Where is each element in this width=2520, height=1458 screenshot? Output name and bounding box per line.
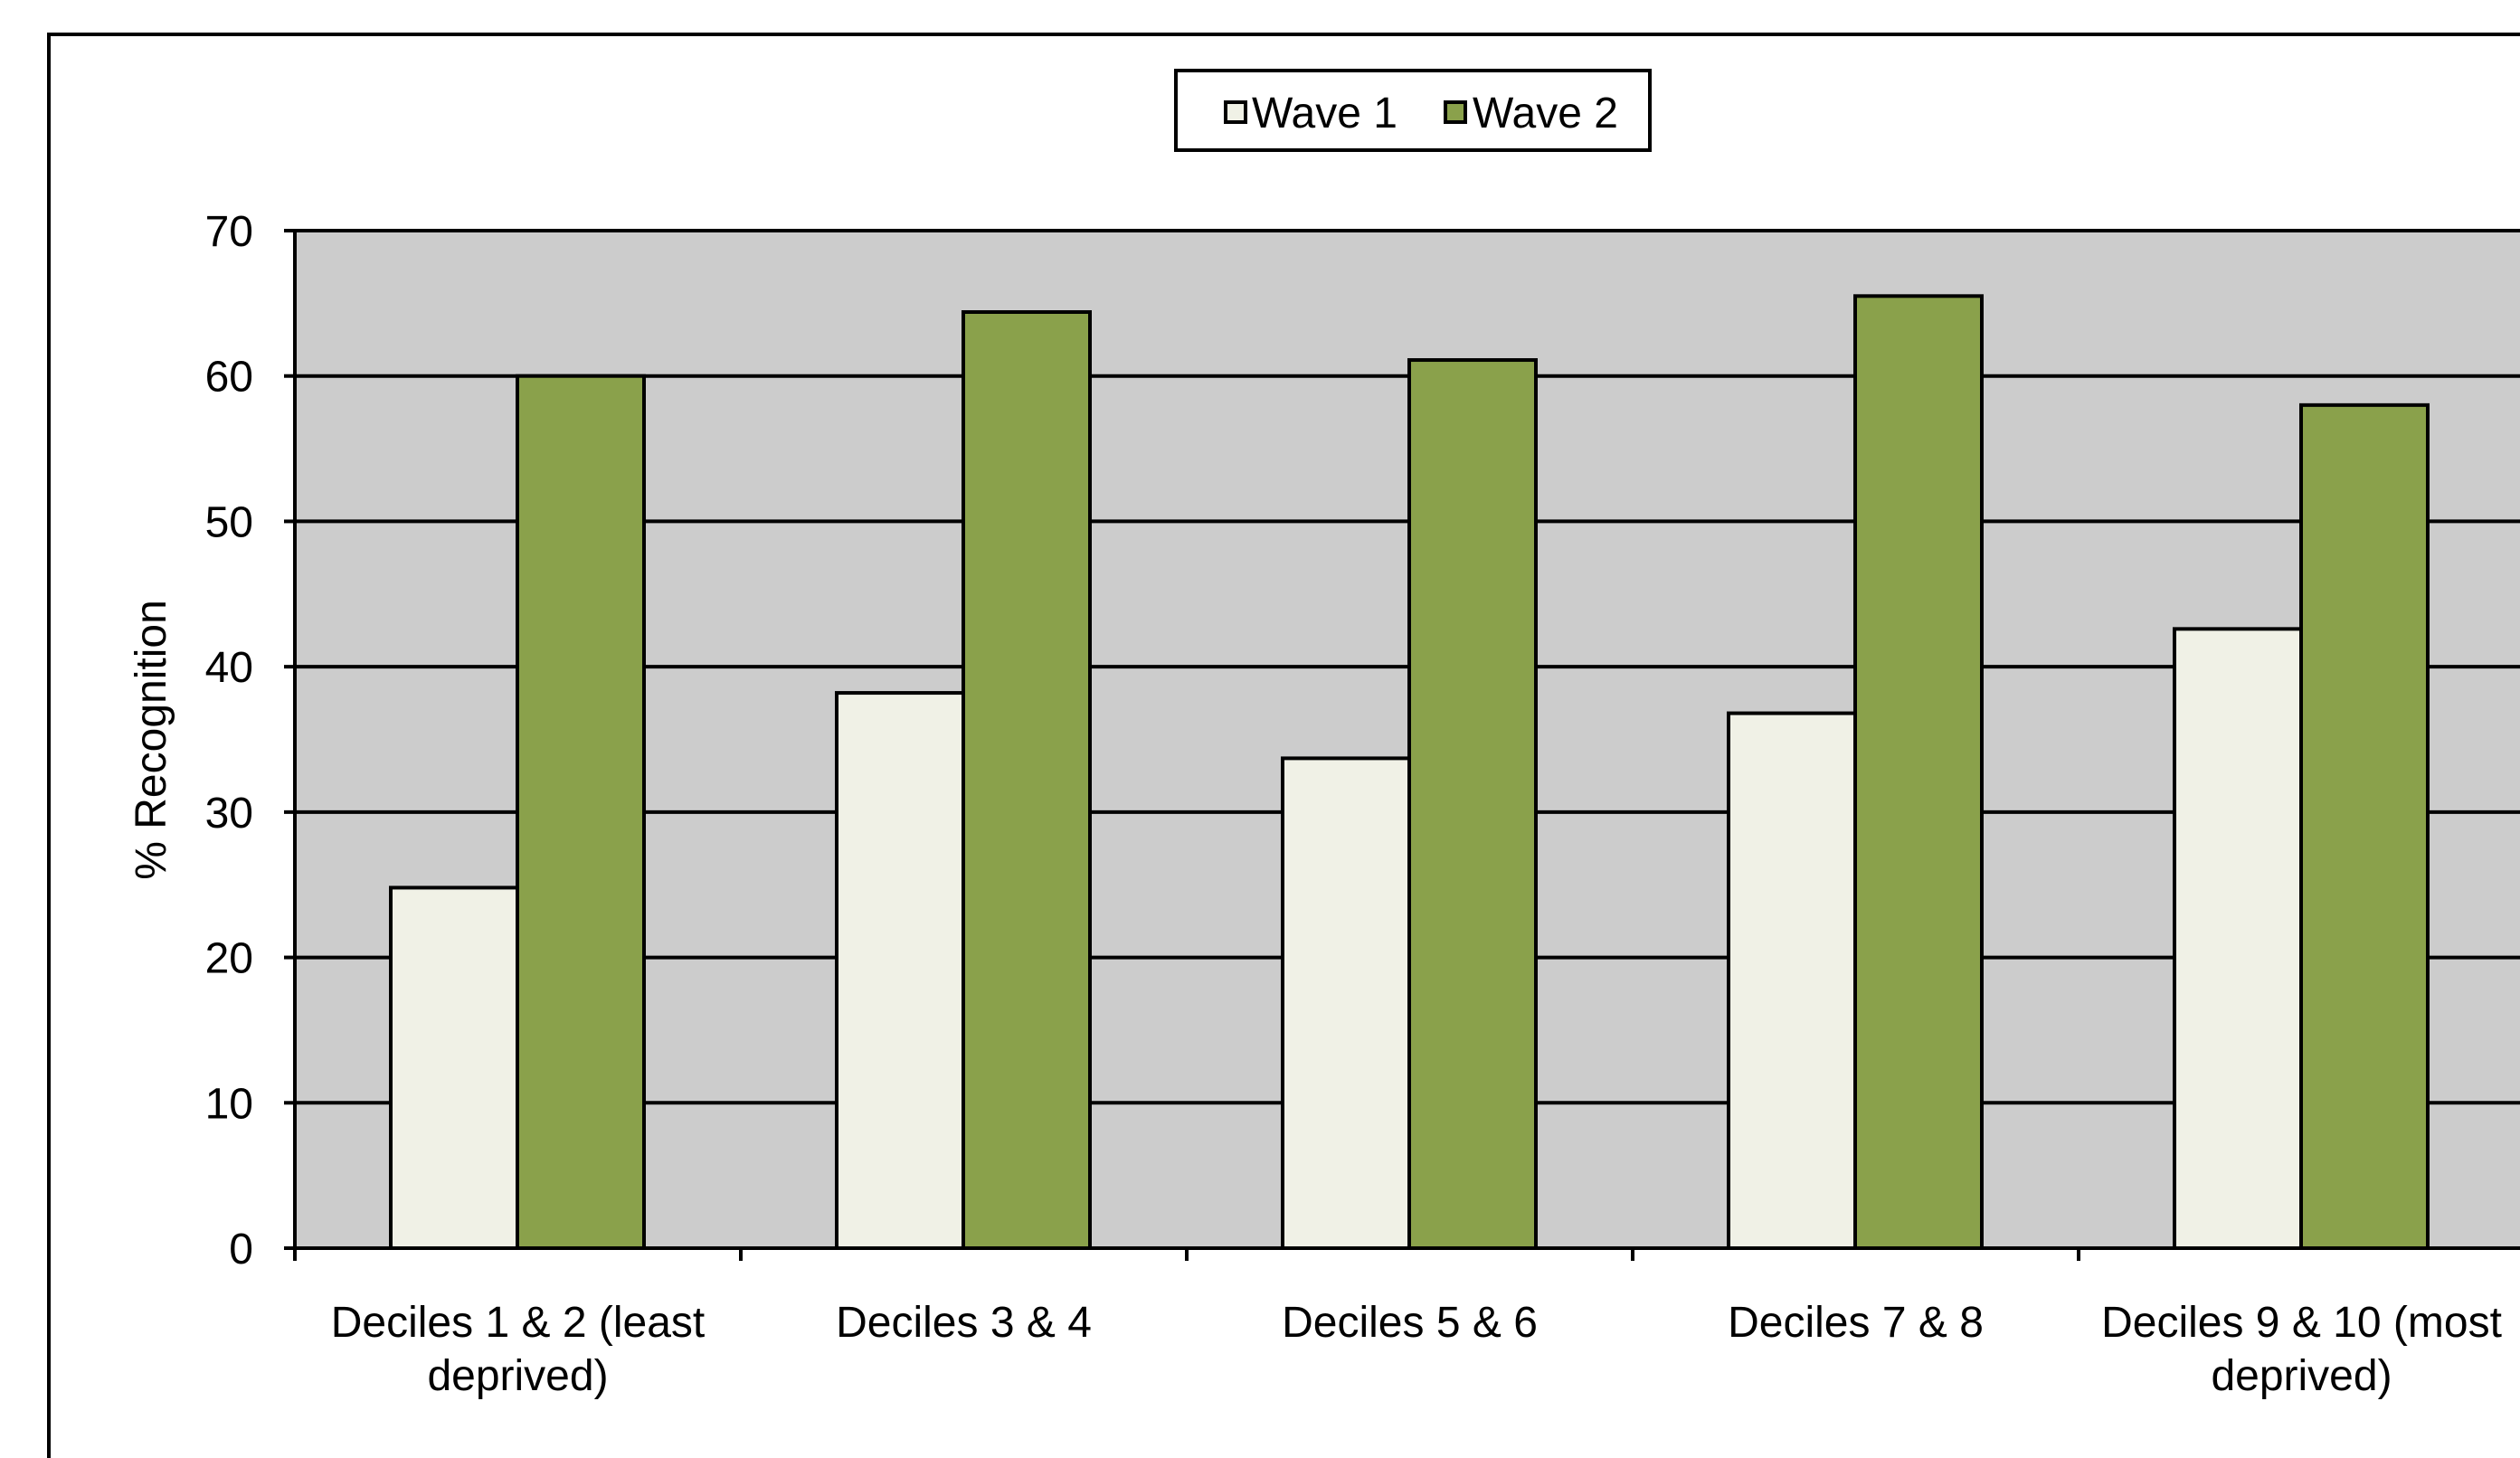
legend: Wave 1 Wave 2 — [1174, 69, 1652, 152]
bar-wave-1-cat-1 — [389, 885, 519, 1251]
bar-wave-2-cat-4 — [1853, 294, 1984, 1251]
y-tick-label-60: 60 — [205, 354, 253, 402]
bar-wave-1-cat-3 — [1281, 756, 1411, 1250]
y-tick-label-70: 70 — [205, 208, 253, 256]
y-tick-labels: 0 10 20 30 40 50 60 70 — [205, 208, 253, 1273]
category-label-3: Deciles 5 & 6 — [1282, 1299, 1538, 1347]
category-label-2: Deciles 3 & 4 — [836, 1299, 1092, 1347]
category-label-4: Deciles 7 & 8 — [1728, 1299, 1984, 1347]
legend-box — [1174, 69, 1652, 152]
y-tick-label-0: 0 — [229, 1226, 253, 1273]
bar-wave-1-cat-2 — [835, 691, 965, 1250]
y-tick-label-20: 20 — [205, 935, 253, 983]
y-axis-title: % Recognition — [128, 600, 175, 880]
legend-swatch-wave-1 — [1224, 100, 1247, 124]
legend-label-wave-1: Wave 1 — [1252, 90, 1397, 137]
bar-wave-1-cat-5 — [2173, 627, 2303, 1250]
legend-label-wave-2: Wave 2 — [1473, 90, 1618, 137]
bar-wave-1-cat-4 — [1727, 711, 1857, 1250]
y-tick-label-40: 40 — [205, 644, 253, 692]
x-category-labels: Deciles 1 & 2 (least deprived) Deciles 3 &… — [331, 1299, 2502, 1400]
category-label-1: Deciles 1 & 2 (least deprived) — [331, 1299, 706, 1400]
bar-wave-2-cat-2 — [962, 310, 1092, 1250]
legend-swatch-wave-2 — [1444, 100, 1467, 124]
y-tick-label-10: 10 — [205, 1080, 253, 1128]
y-tick-label-50: 50 — [205, 498, 253, 546]
bar-wave-2-cat-1 — [516, 374, 646, 1250]
category-label-5: Deciles 9 & 10 (most deprived) — [2101, 1299, 2502, 1400]
y-tick-label-30: 30 — [205, 790, 253, 838]
axes — [284, 229, 2520, 1261]
bar-wave-2-cat-3 — [1407, 358, 1538, 1250]
bar-wave-2-cat-5 — [2299, 402, 2430, 1251]
bars — [389, 294, 2430, 1251]
